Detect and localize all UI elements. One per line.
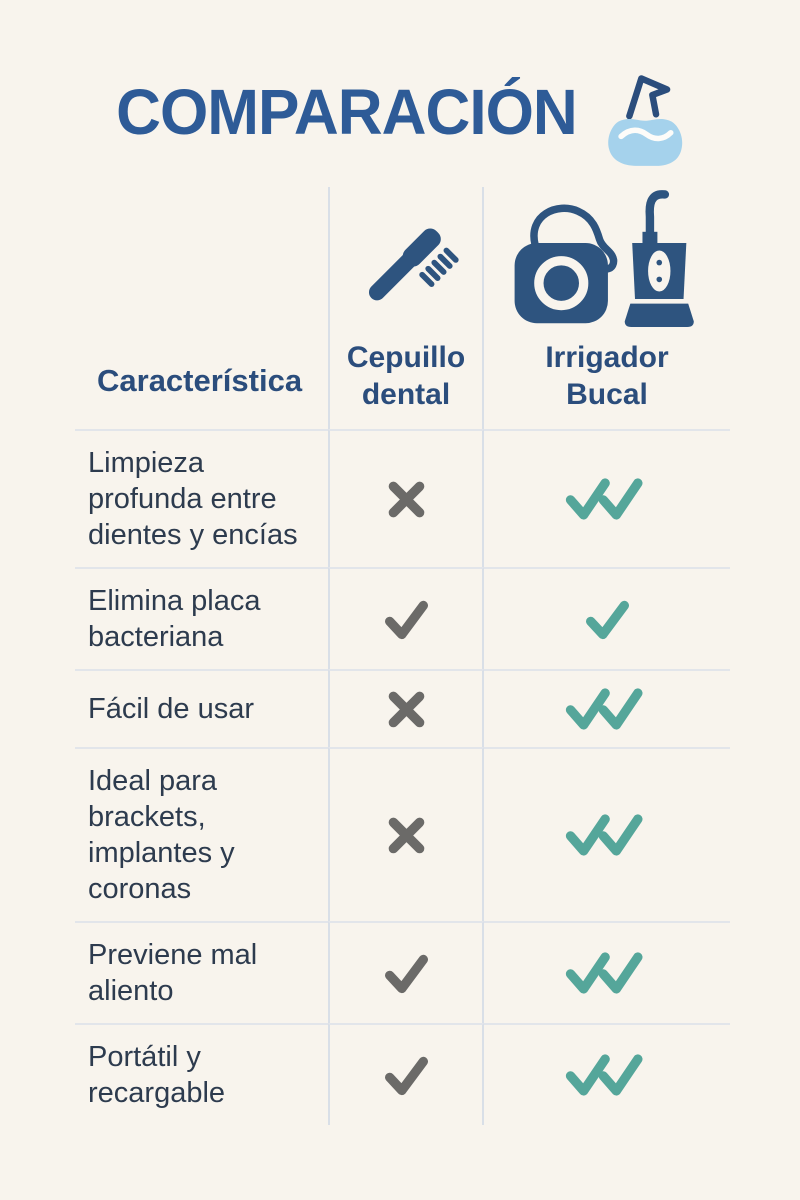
check-icon	[585, 600, 629, 639]
irrigator-mark-cell	[484, 1023, 730, 1125]
cross-icon	[388, 691, 424, 727]
irrigator-mark-cell	[484, 747, 730, 921]
check-icon	[384, 1056, 428, 1095]
cross-icon	[388, 817, 424, 853]
toothbrush-mark-cell	[328, 921, 484, 1023]
irrigator-mark-cell	[484, 921, 730, 1023]
feature-cell: Ideal para brackets, implantes y coronas	[75, 747, 328, 921]
irrigator-mark-cell	[484, 567, 730, 669]
feature-label: Ideal para brackets, implantes y coronas	[88, 765, 235, 905]
feature-label: Limpieza profunda entre dientes y encías	[88, 447, 298, 551]
check-icon	[384, 954, 428, 993]
double-check-icon	[565, 1054, 643, 1096]
toothbrush-mark-cell	[328, 1023, 484, 1125]
check-icon	[384, 600, 428, 639]
toothbrush-column-header-cell: Cepuillo dental	[328, 187, 484, 429]
cross-icon	[388, 481, 424, 517]
toothbrush-mark-cell	[328, 747, 484, 921]
feature-cell: Portátil y recargable	[75, 1023, 328, 1125]
feature-label: Elimina placa bacteriana	[88, 585, 261, 653]
double-check-icon	[565, 688, 643, 730]
toothbrush-icon	[368, 228, 459, 301]
toothbrush-column-label: Cepuillo dental	[346, 341, 466, 411]
header: COMPARACIÓN	[0, 58, 800, 170]
comparison-table: Característica Cepuillo dental	[75, 187, 730, 1125]
feature-cell: Limpieza profunda entre dientes y encías	[75, 429, 328, 567]
toothbrush-mark-cell	[328, 429, 484, 567]
double-check-icon	[565, 814, 643, 856]
irrigator-mark-cell	[484, 669, 730, 747]
page-title: COMPARACIÓN	[115, 76, 578, 148]
double-check-icon	[565, 952, 643, 994]
irrigator-column-label: Irrigador Bucal	[545, 341, 669, 411]
feature-cell: Elimina placa bacteriana	[75, 567, 328, 669]
double-check-icon	[565, 478, 643, 520]
irrigator-mark-cell	[484, 429, 730, 567]
feature-column-header: Característica	[97, 363, 303, 398]
dental-floss-and-irrigator-icon	[514, 190, 694, 327]
feature-column-header-cell: Característica	[75, 187, 328, 429]
irrigator-column-header-cell: Irrigador Bucal	[484, 187, 730, 429]
feature-cell: Previene mal aliento	[75, 921, 328, 1023]
feature-cell: Fácil de usar	[75, 669, 328, 747]
feature-label: Fácil de usar	[88, 693, 255, 725]
feature-label: Portátil y recargable	[88, 1041, 226, 1109]
water-tank-icon	[608, 75, 683, 166]
feature-label: Previene mal aliento	[88, 939, 258, 1007]
toothbrush-mark-cell	[328, 567, 484, 669]
toothbrush-mark-cell	[328, 669, 484, 747]
